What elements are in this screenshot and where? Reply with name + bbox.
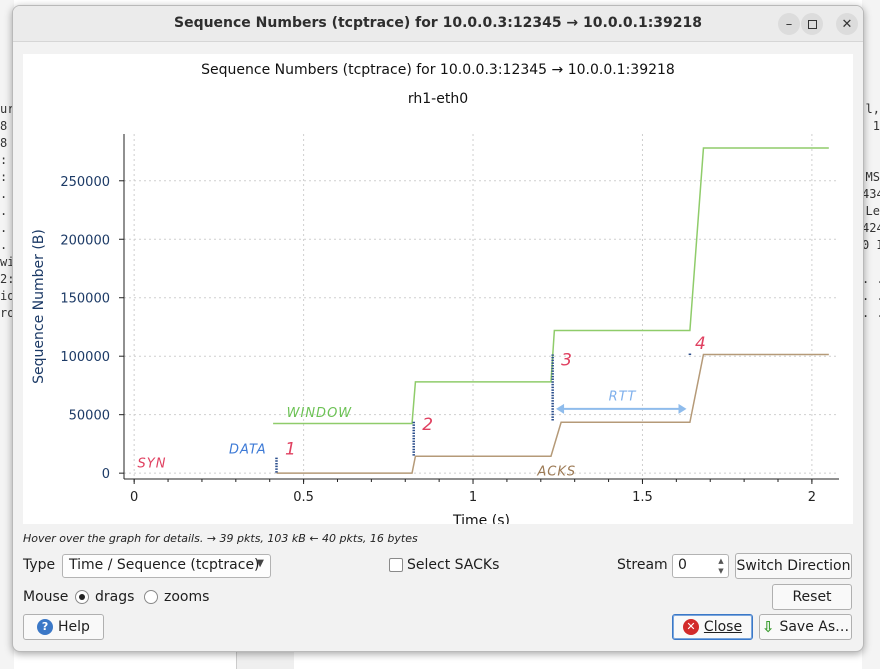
reset-button[interactable]: Reset [772, 584, 852, 610]
sequence-chart[interactable]: 0 0.5 1 1.5 2 0 50000 100000 150000 200000 250000 T… [23, 54, 853, 524]
background-text-fragment [862, 136, 880, 151]
background-text-fragment: 1 [872, 119, 880, 133]
background-text-fragment: : [0, 170, 8, 184]
background-app-right: l, 1 MS 434 Le 424 0 I . . . . . . [862, 0, 880, 669]
background-text-fragment: Le [865, 204, 880, 218]
stream-value: 0 [678, 557, 687, 573]
close-icon: ✕ [841, 16, 853, 32]
spin-down-icon[interactable]: ▼ [718, 567, 724, 575]
rtt-arrow-right-head [678, 403, 687, 414]
y-tick-label: 0 [102, 467, 110, 482]
x-tick-label: 1 [469, 490, 477, 505]
x-axis-label: Time (s) [452, 513, 510, 524]
background-text-fragment: . . [862, 289, 880, 303]
background-text-fragment: . [0, 204, 8, 218]
hover-status-text: Hover over the graph for details. → 39 p… [23, 532, 418, 545]
mouse-drags-label[interactable]: drags [95, 589, 135, 605]
background-text-fragment: wi [0, 255, 14, 269]
background-text-fragment: 2: [0, 272, 14, 286]
x-tick-label: 1.5 [632, 490, 653, 505]
chart-area[interactable]: Sequence Numbers (tcptrace) for 10.0.0.3… [23, 54, 853, 524]
chart-annotation: RTT [609, 390, 637, 405]
chart-annotation: 2 [422, 415, 434, 435]
background-text-fragment: . [0, 221, 8, 235]
y-tick-label: 250000 [60, 175, 110, 190]
chart-annotation: 4 [695, 334, 707, 354]
stream-spinbox[interactable]: 0 ▲ ▼ [672, 554, 729, 578]
mouse-label: Mouse [23, 589, 69, 605]
background-text-fragment: . [0, 187, 8, 201]
maximize-button[interactable] [801, 13, 823, 35]
background-app-bottom [236, 652, 294, 669]
background-text-fragment: 0 I [862, 238, 880, 252]
spin-up-icon[interactable]: ▲ [718, 557, 724, 565]
y-tick-label: 200000 [60, 233, 110, 248]
title-bar[interactable]: Sequence Numbers (tcptrace) for 10.0.0.3… [13, 6, 863, 42]
close-window-button[interactable]: ✕ [836, 13, 858, 35]
y-tick-label: 150000 [60, 292, 110, 307]
save-as-button-label: Save As… [779, 619, 850, 635]
select-sacks-label[interactable]: Select SACKs [407, 557, 500, 573]
x-tick-label: 2 [808, 490, 816, 505]
help-button[interactable]: ? Help [23, 614, 104, 640]
chart-annotation: 1 [285, 439, 297, 459]
background-text-fragment [862, 153, 880, 168]
minimize-icon: – [785, 16, 793, 32]
maximize-icon [807, 19, 817, 29]
type-combobox[interactable]: Time / Sequence (tcptrace) ▼ [62, 554, 271, 578]
window-series-line [273, 147, 829, 425]
chart-annotation: WINDOW [287, 406, 353, 421]
background-text-fragment: io [0, 289, 14, 303]
window-title: Sequence Numbers (tcptrace) for 10.0.0.3… [173, 15, 702, 31]
close-circle-icon: ✕ [682, 619, 699, 635]
stream-label: Stream [617, 557, 668, 573]
rtt-arrow-left-head [556, 403, 565, 414]
ack-series-line [276, 353, 829, 474]
background-text-fragment: 8 [0, 119, 8, 133]
close-button-label: Close [703, 619, 743, 635]
background-text-fragment: . . [862, 306, 880, 320]
mouse-zooms-radio[interactable] [144, 590, 158, 604]
chart-annotation: SYN [138, 456, 167, 471]
background-text-fragment: MS [865, 170, 880, 184]
y-tick-label: 50000 [69, 409, 110, 424]
help-button-label: Help [58, 619, 90, 635]
background-text-fragment: 8 [0, 136, 8, 150]
chart-subtitle: rh1-eth0 [407, 91, 469, 107]
minimize-button[interactable]: – [778, 13, 800, 35]
type-label: Type [23, 557, 56, 573]
select-sacks-checkbox[interactable] [389, 558, 403, 572]
background-text-fragment: . . [862, 272, 880, 286]
mouse-drags-radio[interactable] [75, 590, 89, 604]
help-icon: ? [37, 619, 54, 635]
background-text-fragment: l, [865, 102, 880, 116]
save-as-button[interactable]: ⇩ Save As… [759, 614, 852, 640]
background-text-fragment: 424 [862, 221, 880, 235]
chart-annotation: DATA [229, 442, 267, 457]
close-button[interactable]: ✕ Close [672, 614, 753, 640]
background-app-left: ur 8 8::.... wi 2: io ro [0, 0, 14, 669]
background-text-fragment: . [0, 238, 8, 252]
type-combobox-value: Time / Sequence (tcptrace) [69, 557, 260, 573]
switch-direction-button[interactable]: Switch Direction [735, 553, 852, 579]
y-tick-label: 100000 [60, 350, 110, 365]
background-text-fragment [862, 255, 880, 270]
y-axis-label: Sequence Number (B) [31, 229, 47, 384]
x-tick-label: 0.5 [293, 490, 314, 505]
background-text-fragment: ur [0, 102, 14, 116]
mouse-zooms-label[interactable]: zooms [164, 589, 210, 605]
tcp-stream-graph-dialog: Sequence Numbers (tcptrace) for 10.0.0.3… [12, 5, 864, 652]
x-tick-label: 0 [130, 490, 138, 505]
download-arrow-icon: ⇩ [761, 618, 775, 636]
chevron-down-icon: ▼ [256, 558, 264, 569]
background-text-fragment: 434 [862, 187, 880, 201]
chart-annotation: ACKS [536, 464, 576, 479]
background-text-fragment: : [0, 153, 8, 167]
chart-annotation: 3 [561, 351, 573, 371]
chart-title: Sequence Numbers (tcptrace) for 10.0.0.3… [201, 62, 675, 78]
background-text-fragment: ro [0, 306, 14, 320]
